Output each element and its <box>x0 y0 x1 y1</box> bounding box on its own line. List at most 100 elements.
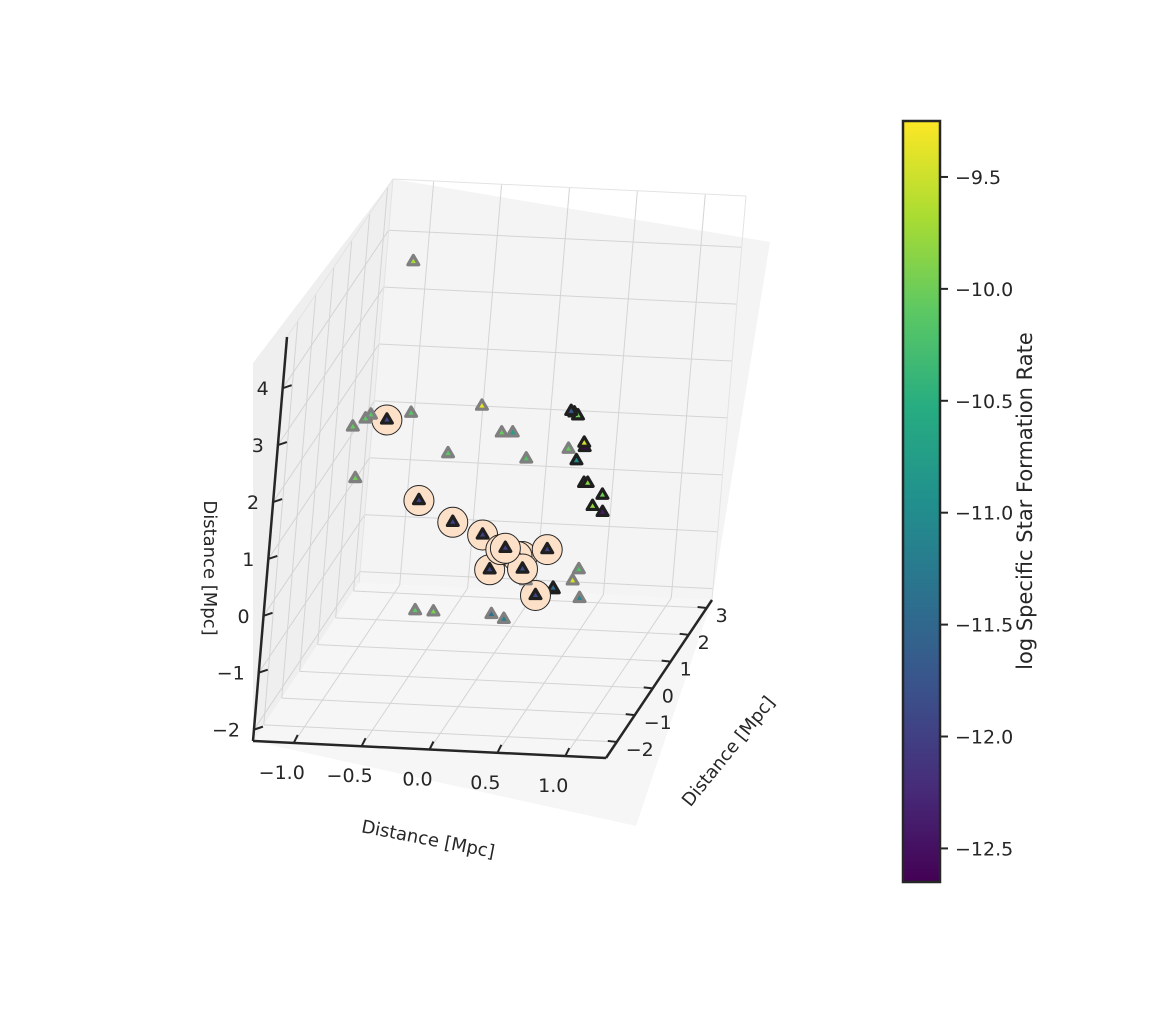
gridline-z-side <box>263 457 370 617</box>
gridline-y-floor <box>281 697 635 716</box>
scatter-point <box>379 412 394 425</box>
pane-edge <box>358 178 394 584</box>
scatter-point <box>484 606 499 620</box>
colorbar <box>901 119 942 884</box>
y-tick <box>643 686 653 690</box>
colorbar-ticks: −12.5 −12.0 −11.5 −11.0 −10.5 −10.0 −9.5 <box>940 167 1013 860</box>
y-tick <box>607 739 617 743</box>
scatter-point <box>358 411 373 424</box>
scatter-point <box>540 541 555 555</box>
z-tick-label: 0 <box>237 606 249 628</box>
gridline-x-floor <box>564 597 672 757</box>
z-tick <box>268 554 278 560</box>
gridline-y-floor <box>263 724 617 743</box>
pane-edge <box>286 178 394 338</box>
scatter-point <box>441 445 456 459</box>
scatter-point <box>528 587 543 601</box>
scatter-point <box>561 441 576 454</box>
y-tick-label: 1 <box>680 659 692 681</box>
x-tick <box>292 734 299 744</box>
gridline-z-side <box>272 343 380 503</box>
x-tick <box>496 744 503 754</box>
x-tick-label: −1.0 <box>259 762 305 784</box>
scatter-point <box>494 425 509 438</box>
scatter-point <box>585 498 600 512</box>
z-tick <box>263 611 273 617</box>
gridline-x-back <box>602 190 638 595</box>
y-tick-label: −1 <box>644 712 672 734</box>
scatter-point <box>348 470 363 484</box>
gridline-y-floor <box>317 644 671 663</box>
y-tick <box>625 713 635 717</box>
z-tick-label: 4 <box>257 378 269 400</box>
x-tick <box>564 747 571 757</box>
gridline-x-floor <box>293 584 401 744</box>
data-points <box>345 253 610 624</box>
x-tick <box>428 741 435 750</box>
gridline-x-back <box>535 187 570 592</box>
gridline-x-back <box>467 184 503 589</box>
gridline-z-back <box>369 457 723 476</box>
z-tick-label: 1 <box>242 549 254 571</box>
scatter-point <box>474 398 489 411</box>
gridline-x-back <box>399 180 435 586</box>
x-tick-label: 1.0 <box>538 775 568 797</box>
gridline-z-back <box>379 343 733 362</box>
gridline-x-floor <box>361 587 469 747</box>
colorbar-tick-label: −12.0 <box>955 727 1013 749</box>
floor-pane <box>253 583 712 826</box>
z-tick-label: −1 <box>217 663 245 685</box>
y-tick-label: 0 <box>662 685 674 707</box>
scatter-point <box>564 403 579 417</box>
x-tick-label: 0.0 <box>402 769 432 791</box>
colorbar-tick-label: −9.5 <box>955 167 1001 189</box>
scatter-point <box>411 492 426 506</box>
z-tick <box>272 498 283 503</box>
x-tick-label: −0.5 <box>327 765 373 787</box>
z-tick <box>277 441 288 447</box>
z-tick-label: −2 <box>212 720 240 742</box>
y-tick <box>679 632 689 636</box>
colorbar-tick-label: −12.5 <box>955 838 1013 860</box>
y-tick-label: 3 <box>716 605 728 627</box>
scatter-point <box>426 604 441 617</box>
scatter-point <box>496 611 511 624</box>
colorbar-tick-label: −11.0 <box>955 503 1013 525</box>
scatter-point <box>580 475 595 488</box>
gridline-z-side <box>277 286 385 446</box>
gridline-x-floor <box>429 591 536 750</box>
colorbar-tick-label: −11.5 <box>955 615 1013 637</box>
z-axis-line <box>251 336 289 742</box>
z-tick <box>253 725 264 731</box>
pane-edge <box>392 178 747 197</box>
z-axis-title: Distance [Mpc] <box>199 500 220 635</box>
colorbar-tick-label: −10.0 <box>955 279 1013 301</box>
scatter-point <box>595 487 610 500</box>
scatter-point <box>519 451 534 464</box>
scatter-point <box>498 540 513 554</box>
z-tick-label: 3 <box>252 435 264 457</box>
y-tick-label: 2 <box>698 632 710 654</box>
gridline-z-side <box>253 571 361 730</box>
scatter-point <box>577 435 592 448</box>
x-axis-title: Distance [Mpc] <box>360 816 497 862</box>
gridline-z-side <box>282 229 390 389</box>
back-pane <box>359 179 770 600</box>
y-tick <box>697 606 707 610</box>
grid-lines <box>253 178 747 757</box>
scatter-point <box>572 590 587 604</box>
gridline-x-back <box>670 193 706 599</box>
pane-edge <box>711 195 747 601</box>
gridline-y-floor <box>299 670 653 689</box>
y-tick-label: −2 <box>626 739 654 761</box>
left-pane <box>253 179 393 741</box>
gridline-z-back <box>374 400 728 419</box>
x-tick-label: 0.5 <box>470 772 500 794</box>
scatter-point <box>515 561 530 574</box>
scatter-point <box>406 253 421 267</box>
z-tick <box>258 668 269 674</box>
colorbar-tick-label: −10.5 <box>955 391 1013 413</box>
